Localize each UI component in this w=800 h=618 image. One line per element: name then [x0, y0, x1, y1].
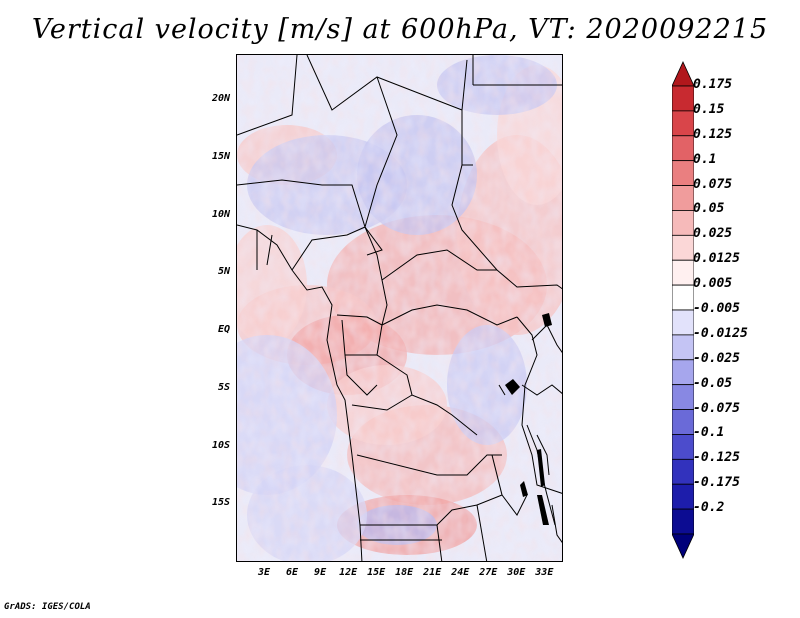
colorbar-band — [672, 384, 694, 410]
lon-tick-label: 15E — [367, 567, 386, 578]
colorbar-label: 0.0125 — [693, 251, 740, 267]
lat-tick-label: EQ — [217, 324, 230, 336]
colorbar-label: -0.025 — [693, 350, 740, 366]
colorbar-label: 0.15 — [693, 101, 725, 117]
lake-shapes — [505, 313, 552, 525]
lon-tick-label: 27E — [479, 567, 498, 578]
colorbar-label: -0.075 — [693, 400, 740, 416]
colorbar-label: 0.175 — [693, 77, 733, 92]
lat-tick-label: 20N — [211, 93, 230, 105]
colorbar — [672, 61, 694, 559]
lon-tick-label: 21E — [423, 567, 442, 578]
lat-tick-label: 10N — [211, 208, 230, 220]
colorbar-label: 0.075 — [693, 176, 733, 192]
lon-tick-label: 6E — [286, 567, 299, 578]
colorbar-band — [672, 110, 694, 137]
colorbar-label: -0.05 — [693, 375, 733, 391]
colorbar-band — [672, 458, 694, 485]
colorbar-band — [672, 85, 694, 112]
colorbar-band — [672, 259, 694, 286]
colorbar-band — [672, 135, 694, 162]
colorbar-label: -0.175 — [693, 475, 740, 491]
lon-tick-label: 30E — [507, 567, 526, 578]
colorbar-band — [672, 185, 694, 211]
colorbar-top-arrow — [672, 61, 694, 87]
lon-tick-label: 18E — [395, 567, 414, 578]
colorbar-band — [672, 234, 694, 261]
colorbar-label: -0.125 — [693, 450, 740, 466]
lon-tick-label: 33E — [535, 567, 554, 578]
lat-tick-label: 5S — [217, 381, 230, 393]
lon-tick-label: 12E — [339, 567, 358, 578]
colorbar-label: 0.005 — [693, 276, 733, 292]
lat-tick-label: 15S — [211, 497, 230, 509]
colorbar-label: -0.1 — [693, 425, 725, 441]
colorbar-band — [672, 359, 694, 386]
colorbar-band — [672, 309, 694, 336]
colorbar-band — [672, 483, 694, 510]
lon-tick-label: 9E — [314, 567, 327, 578]
colorbar-bottom-arrow — [672, 533, 694, 559]
colorbar-band — [672, 508, 694, 535]
country-borders — [237, 55, 562, 561]
plot-title: Vertical velocity [m/s] at 600hPa, VT: 2… — [31, 14, 769, 45]
colorbar-band — [672, 284, 694, 311]
colorbar-label: -0.2 — [693, 500, 725, 516]
lon-tick-label: 24E — [451, 567, 470, 578]
colorbar-band — [672, 434, 694, 460]
colorbar-band — [672, 334, 694, 361]
colorbar-label: 0.1 — [693, 151, 717, 167]
grads-credit: GrADS: IGES/COLA — [4, 602, 91, 612]
colorbar-label: 0.05 — [693, 201, 725, 217]
colorbar-band — [672, 409, 694, 435]
lat-tick-label: 10S — [211, 439, 230, 451]
map-panel — [236, 54, 563, 562]
vertical-velocity-field — [237, 55, 562, 561]
lon-tick-label: 3E — [257, 567, 271, 578]
colorbar-label: -0.005 — [693, 301, 740, 316]
colorbar-band — [672, 210, 694, 236]
colorbar-band — [672, 160, 694, 186]
colorbar-label: -0.0125 — [693, 325, 748, 341]
lat-tick-label: 5N — [217, 266, 230, 278]
colorbar-label: 0.125 — [693, 126, 733, 142]
colorbar-label: 0.025 — [693, 226, 733, 242]
lat-tick-label: 15N — [211, 150, 230, 162]
